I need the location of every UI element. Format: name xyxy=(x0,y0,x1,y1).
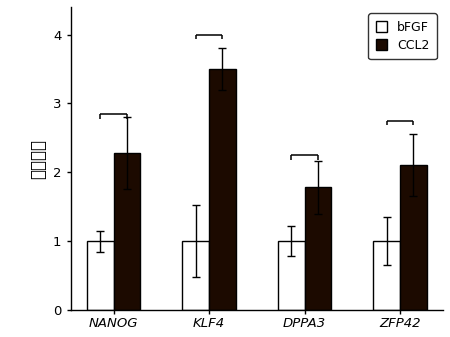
Bar xyxy=(400,165,427,310)
Bar xyxy=(374,241,400,310)
Bar xyxy=(278,241,305,310)
Legend: bFGF, CCL2: bFGF, CCL2 xyxy=(368,13,437,59)
Bar xyxy=(209,69,236,310)
Bar xyxy=(113,153,140,310)
Y-axis label: 倍率変化: 倍率変化 xyxy=(29,139,47,179)
Bar xyxy=(87,241,113,310)
Bar xyxy=(182,241,209,310)
Bar xyxy=(305,187,331,310)
